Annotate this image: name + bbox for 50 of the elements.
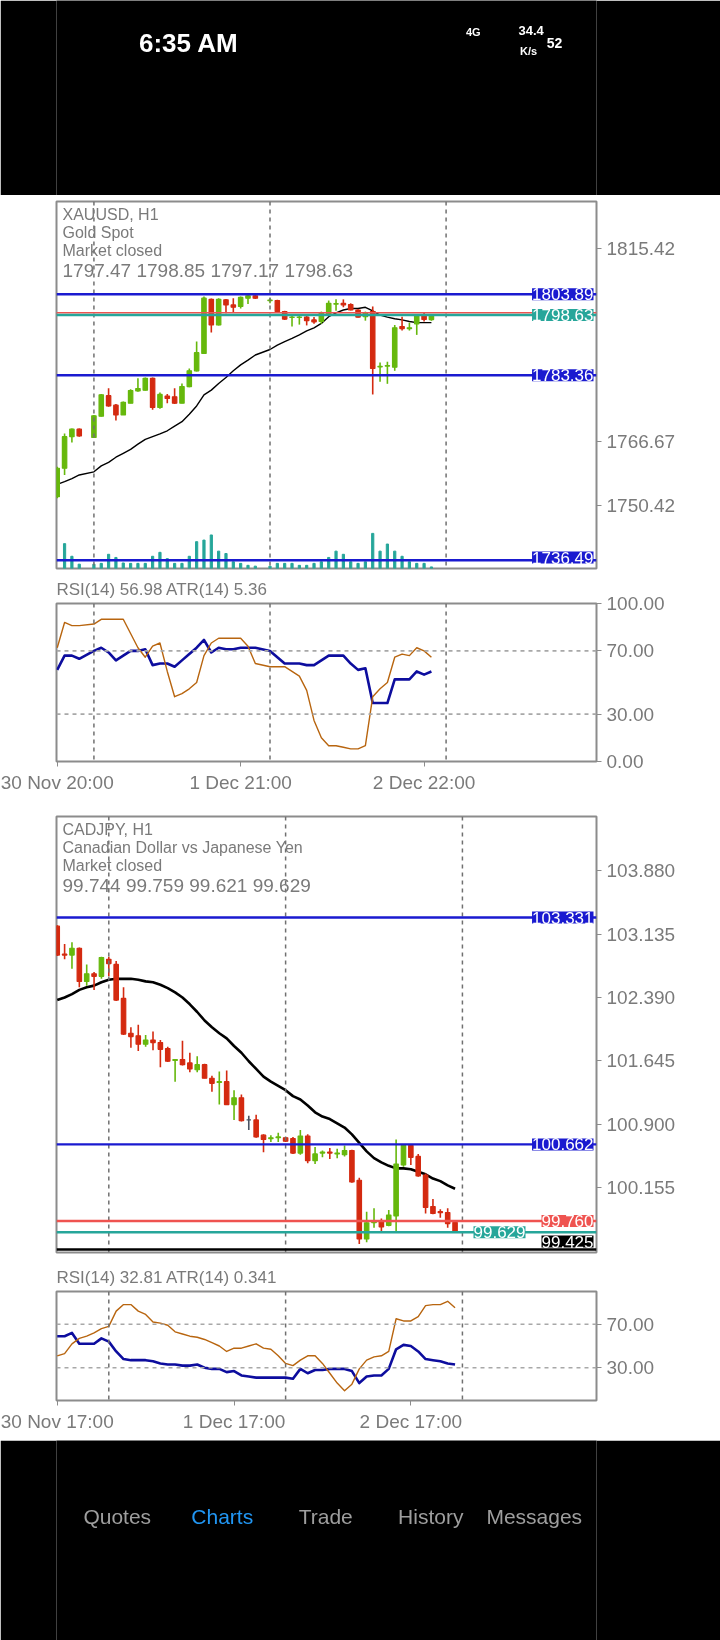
annotation: Market closed	[62, 856, 163, 874]
text: 4G	[466, 25, 481, 38]
y-tick-label: 101.645	[606, 1050, 676, 1072]
y-tick-label: 102.390	[606, 987, 676, 1009]
y-tick-label: 0.00	[606, 751, 644, 772]
y-tick-label: 70.00	[606, 1313, 655, 1335]
text: 6:35 AM	[139, 27, 238, 58]
text: K/s	[520, 44, 538, 57]
chart-title: RSI(14) 32.81 ATR(14) 0.341	[56, 1267, 277, 1287]
x-tick-label: 1 Dec 17:00	[182, 1410, 286, 1432]
y-tick-label: 100.155	[606, 1176, 676, 1198]
ref-line-label: 1736.49	[532, 548, 594, 568]
text: Canadian Dollar vs Japanese Yen	[62, 838, 303, 856]
text: Trade	[298, 1505, 353, 1528]
ref-line-label: 99.425	[541, 1232, 594, 1252]
ref-line-label: 103.331	[532, 908, 594, 928]
y-tick-label: 100.00	[606, 593, 665, 614]
annotation: Market closed	[62, 241, 163, 259]
chart-title: CADJPY, H1	[62, 820, 154, 838]
ref-line-label: 99.629	[473, 1223, 526, 1243]
y-tick-label: 103.880	[606, 860, 676, 882]
text: Gold Spot	[62, 223, 135, 241]
chart-title: RSI(14) 56.98 ATR(14) 5.36	[56, 579, 267, 599]
y-tick-label: 1750.42	[606, 494, 676, 516]
ref-line-label: 100.662	[532, 1135, 594, 1155]
x-tick-label: 2 Dec 22:00	[372, 771, 476, 793]
ref-line-label: 1798.63	[532, 306, 594, 326]
text: Quotes	[83, 1505, 152, 1528]
y-tick-label: 100.900	[606, 1113, 676, 1135]
y-tick-label: 30.00	[606, 1357, 655, 1379]
x-tick-label: 30 Nov 17:00	[0, 1410, 114, 1432]
x-tick-label: 30 Nov 20:00	[0, 771, 114, 793]
ref-line-label: 99.760	[541, 1212, 594, 1232]
text: Charts	[191, 1505, 254, 1528]
y-tick-label: 1766.67	[606, 430, 676, 452]
chart-title: XAUUSD, H1	[62, 205, 159, 223]
ref-line-label: 1783.36	[532, 366, 594, 386]
ref-line-label: 1803.89	[532, 285, 594, 305]
x-tick-label: 1 Dec 21:00	[189, 771, 292, 793]
text: History	[398, 1505, 464, 1528]
text: Messages	[486, 1505, 583, 1528]
x-tick-label: 2 Dec 17:00	[359, 1410, 463, 1432]
y-tick-label: 103.135	[606, 923, 676, 945]
y-tick-label: 1815.42	[606, 238, 676, 260]
y-tick-label: 70.00	[606, 640, 655, 662]
annotation: 1797.47 1798.85 1797.17 1798.63	[62, 259, 354, 281]
annotation: 99.744 99.759 99.621 99.629	[62, 874, 311, 896]
text: 34.4	[518, 23, 545, 38]
y-tick-label: 30.00	[606, 703, 655, 725]
text: 52	[546, 34, 563, 51]
